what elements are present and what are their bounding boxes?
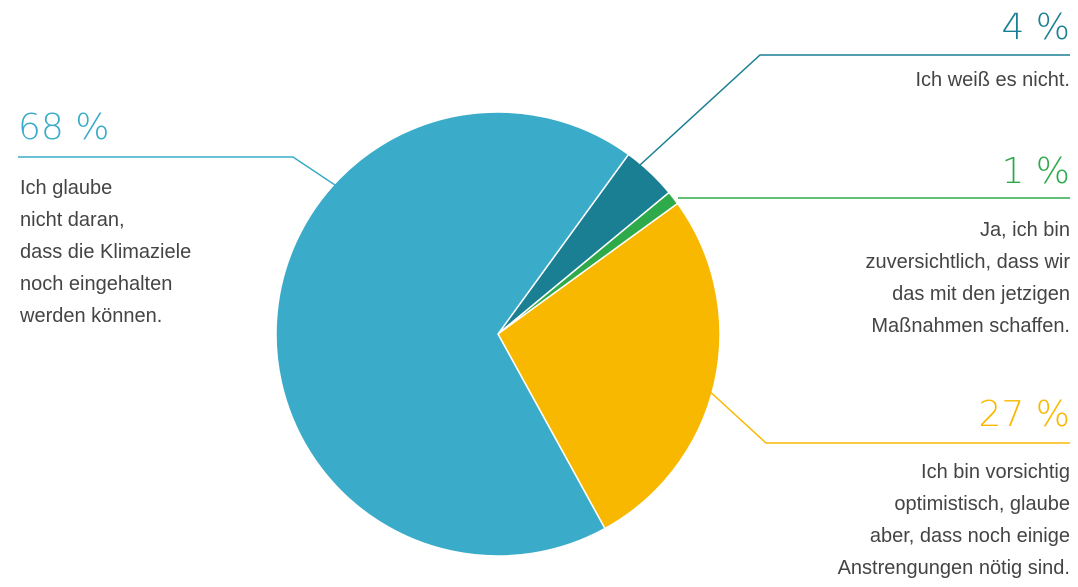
leader-line xyxy=(705,387,1070,444)
slice-label: Ich glaube nicht daran, dass die Klimazi… xyxy=(20,177,192,327)
percent-label: 27 % xyxy=(978,394,1070,435)
percent-label: 4 % xyxy=(1001,7,1070,48)
slice-label: Ich bin vorsichtig optimistisch, glaube … xyxy=(837,461,1070,579)
leader-line xyxy=(639,54,1070,166)
leader-line xyxy=(18,156,336,186)
pie xyxy=(275,111,721,557)
percent-label: 68 % xyxy=(18,107,110,148)
pie-slice xyxy=(275,111,630,557)
pie-slice xyxy=(497,202,721,530)
percent-label: 1 % xyxy=(1001,151,1070,192)
leader-lines xyxy=(18,54,1070,444)
slice-label: Ja, ich bin zuversichtlich, dass wir das… xyxy=(865,219,1070,337)
slice-label: Ich weiß es nicht. xyxy=(915,69,1070,91)
